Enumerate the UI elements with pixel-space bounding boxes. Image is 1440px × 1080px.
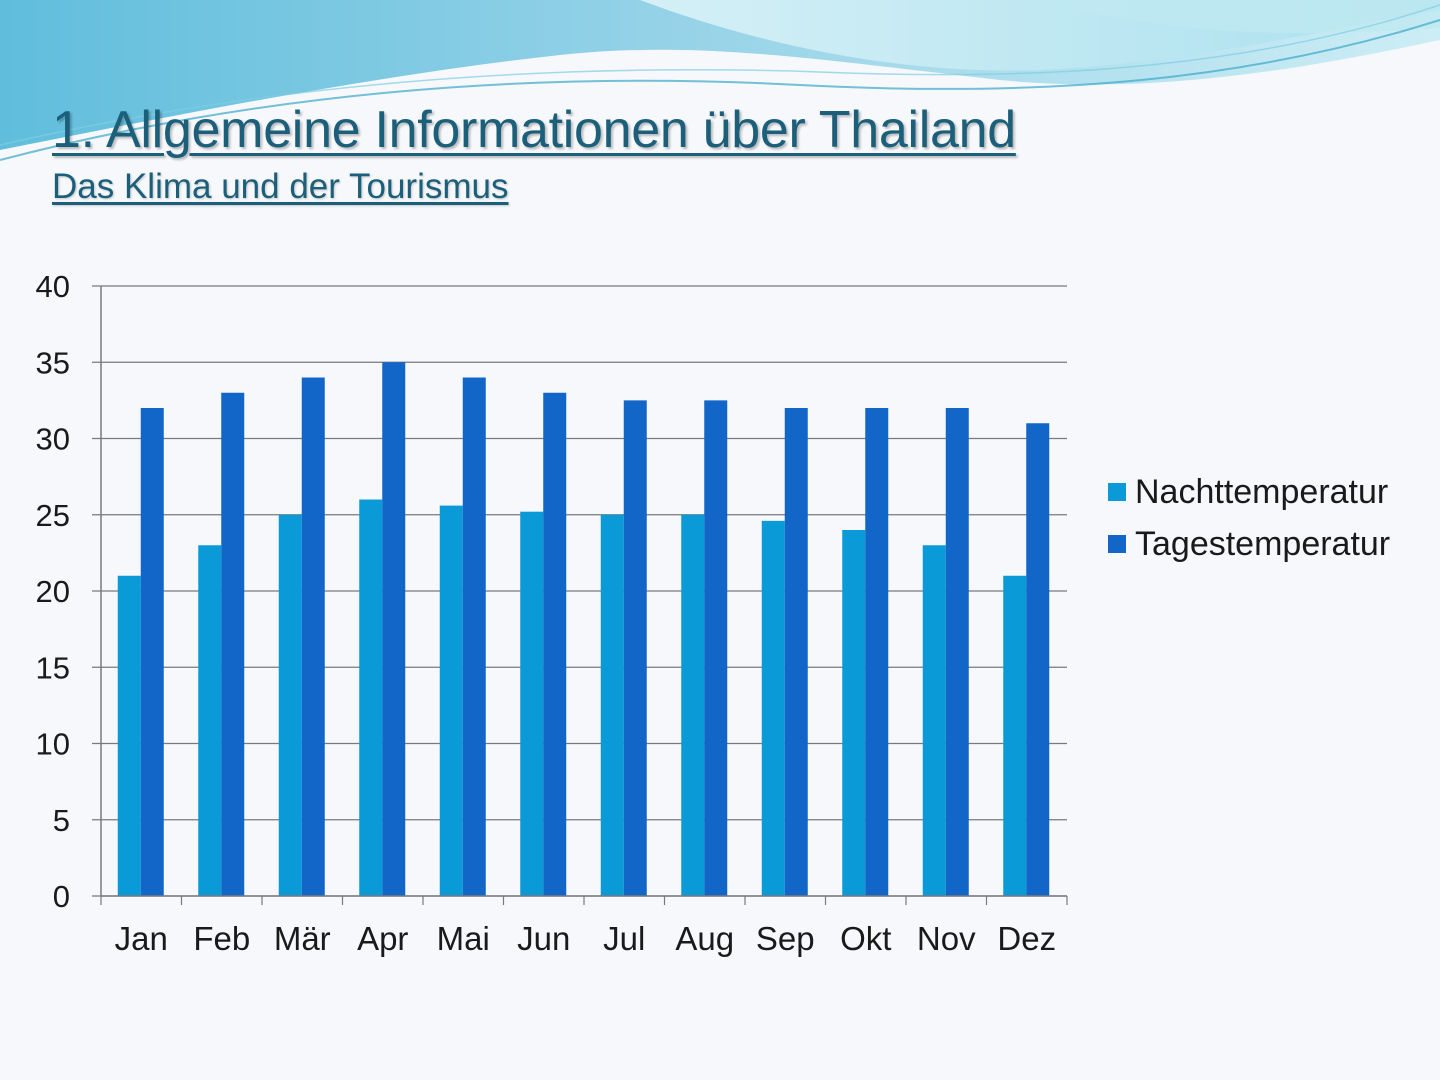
bar-tag-Aug	[704, 400, 728, 896]
legend-item-tagestemperatur: Tagestemperatur	[1108, 518, 1390, 570]
x-tick-labels: Jan Feb Mär Apr Mai Jun Jul Aug Sep Okt Nov Dez	[115, 920, 1056, 957]
x-tick-label-Sep: Sep	[756, 920, 815, 957]
chart-gridlines	[92, 285, 1067, 897]
bar-tag-Apr	[382, 362, 406, 896]
chart-bars	[117, 362, 1050, 896]
x-tick-label-Apr: Apr	[357, 920, 408, 957]
legend-swatch-tag	[1108, 535, 1126, 553]
bar-tag-Jun	[543, 392, 567, 896]
x-tick-label-Nov: Nov	[917, 920, 976, 957]
y-tick-label: 30	[36, 422, 70, 457]
bar-tag-Nov	[945, 408, 969, 896]
bar-nacht-Sep	[761, 520, 785, 896]
y-tick-label: 10	[36, 727, 70, 762]
y-tick-label: 15	[36, 650, 70, 685]
slide-subtitle: Das Klima und der Tourismus	[52, 167, 509, 206]
legend-item-nachttemperatur: Nachttemperatur	[1108, 466, 1390, 518]
bar-nacht-Nov	[922, 545, 946, 896]
bar-nacht-Apr	[359, 499, 383, 896]
bar-nacht-Aug	[681, 514, 705, 896]
bar-nacht-Okt	[842, 530, 866, 896]
x-tick-label-Jul: Jul	[603, 920, 645, 957]
bar-nacht-Jan	[117, 575, 141, 896]
y-tick-label: 25	[36, 498, 70, 533]
bar-tag-Dez	[1026, 423, 1050, 896]
chart-axes	[100, 286, 1068, 905]
bar-tag-Jan	[140, 408, 164, 896]
x-tick-label-Jun: Jun	[517, 920, 570, 957]
legend-swatch-nacht	[1108, 483, 1126, 501]
bar-tag-Sep	[784, 408, 808, 896]
legend-label-nacht: Nachttemperatur	[1135, 472, 1389, 511]
y-tick-labels: 0 5 10 15 20 25 30 35 40	[36, 269, 70, 914]
x-tick-label-Aug: Aug	[675, 920, 734, 957]
bar-tag-Mai	[462, 377, 486, 896]
y-tick-label: 0	[53, 879, 70, 914]
chart-legend: Nachttemperatur Tagestemperatur	[1108, 466, 1390, 570]
bar-nacht-Jul	[600, 514, 624, 896]
y-tick-label: 35	[36, 345, 70, 380]
x-tick-label-Mai: Mai	[437, 920, 490, 957]
bar-nacht-Dez	[1003, 575, 1027, 896]
y-tick-label: 5	[53, 803, 70, 838]
bar-tag-Jul	[623, 400, 647, 896]
x-tick-label-Feb: Feb	[193, 920, 250, 957]
slide-title: 1. Allgemeine Informationen über Thailan…	[52, 101, 1016, 159]
bar-tag-Mär	[301, 377, 325, 896]
bar-nacht-Mär	[278, 514, 302, 896]
y-tick-label: 40	[36, 269, 70, 304]
x-tick-label-Mär: Mär	[274, 920, 331, 957]
bar-tag-Okt	[865, 408, 889, 896]
x-tick-label-Dez: Dez	[997, 920, 1056, 957]
bar-nacht-Mai	[439, 505, 463, 896]
bar-tag-Feb	[221, 392, 245, 896]
y-tick-label: 20	[36, 574, 70, 609]
x-tick-label-Jan: Jan	[115, 920, 168, 957]
bar-nacht-Jun	[520, 511, 544, 896]
legend-label-tag: Tagestemperatur	[1135, 524, 1391, 563]
x-tick-label-Okt: Okt	[840, 920, 891, 957]
bar-nacht-Feb	[198, 545, 222, 896]
